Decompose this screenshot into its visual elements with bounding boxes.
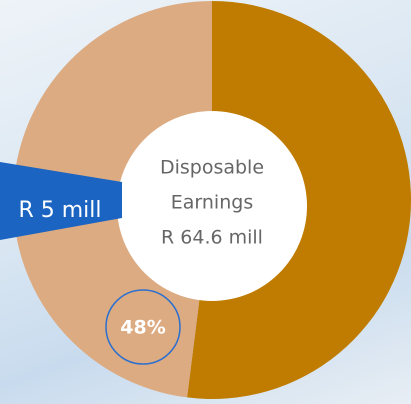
chart: Disposable Earnings R 64.6 mill R 5 mill 4… (0, 0, 411, 404)
value-label: 48% (120, 317, 165, 339)
center-label: Disposable Earnings R 64.6 mill (160, 157, 264, 249)
callout-label: R 5 mill (18, 198, 101, 223)
screen: Disposable Earnings R 64.6 mill R 5 mill 4… (0, 0, 411, 404)
center-text: Disposable (160, 157, 264, 179)
center-text: Earnings (171, 192, 253, 214)
center-text: R 64.6 mill (161, 227, 263, 249)
